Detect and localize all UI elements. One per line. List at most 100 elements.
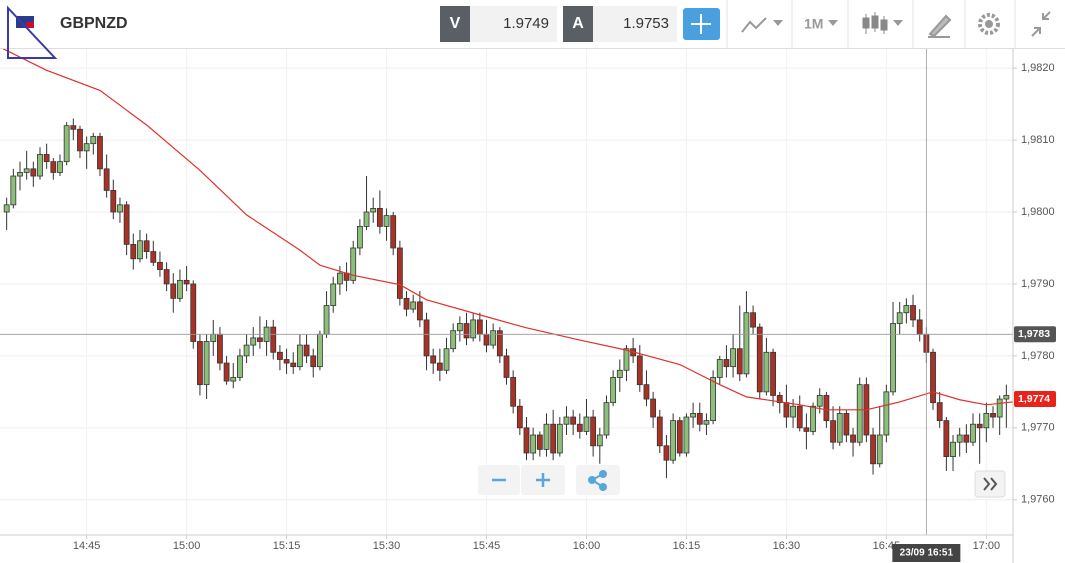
candle-body bbox=[17, 172, 23, 177]
candle-body bbox=[483, 333, 490, 346]
candle-body bbox=[257, 337, 263, 342]
candle-body bbox=[243, 344, 250, 357]
zoom-in-icon bbox=[536, 473, 550, 487]
candle-body bbox=[410, 301, 417, 310]
candle-body bbox=[723, 359, 730, 368]
candle-body bbox=[616, 369, 623, 378]
crosshair-x-badge bbox=[892, 544, 961, 562]
candle-body bbox=[570, 416, 577, 425]
candle-body bbox=[283, 359, 290, 364]
candle-body bbox=[110, 190, 117, 213]
candle-body bbox=[470, 319, 477, 339]
candle-body bbox=[836, 413, 843, 443]
candle-body bbox=[463, 323, 470, 339]
candle-body bbox=[543, 423, 550, 450]
candle-body bbox=[3, 204, 10, 213]
flag-icon bbox=[26, 22, 34, 28]
candle-body bbox=[297, 344, 303, 368]
candle-body bbox=[210, 333, 217, 342]
candle-body bbox=[90, 136, 97, 145]
timeframe[interactable]: 1M bbox=[804, 16, 823, 32]
candle-body bbox=[450, 330, 457, 350]
candle-body bbox=[456, 323, 463, 332]
candle-body bbox=[1003, 395, 1010, 400]
candle-body bbox=[770, 351, 776, 396]
candle-body bbox=[376, 208, 383, 227]
bid-badge[interactable] bbox=[440, 6, 470, 42]
candle-body bbox=[423, 319, 430, 357]
candle-body bbox=[330, 283, 337, 306]
candle-body bbox=[523, 427, 530, 454]
candle-body bbox=[943, 420, 950, 457]
candle-body bbox=[670, 420, 677, 461]
candle-body bbox=[230, 377, 237, 382]
candle-body bbox=[10, 175, 17, 206]
candle-body bbox=[716, 359, 723, 378]
candle-body bbox=[123, 204, 130, 245]
candle-body bbox=[403, 297, 410, 310]
candle-body bbox=[883, 391, 890, 436]
y-tick-label: 1,9760 bbox=[1021, 494, 1055, 506]
candle-body bbox=[63, 125, 70, 163]
share-button[interactable] bbox=[576, 465, 620, 495]
candle-body bbox=[536, 434, 543, 450]
candle-body bbox=[710, 377, 716, 422]
candle-body bbox=[323, 305, 330, 335]
candle-body bbox=[516, 405, 523, 429]
candle-body bbox=[683, 416, 690, 454]
candle-body bbox=[83, 143, 90, 152]
candle-body bbox=[903, 305, 910, 314]
candle-body bbox=[930, 351, 936, 404]
candle-body bbox=[237, 355, 243, 378]
candle-body bbox=[130, 243, 137, 260]
y-tick-label: 1,9780 bbox=[1021, 350, 1055, 362]
candle-body bbox=[363, 211, 370, 227]
candle-body bbox=[390, 215, 397, 249]
candle-body bbox=[97, 136, 103, 170]
draw-annotation bbox=[7, 5, 58, 59]
candle-body bbox=[756, 326, 763, 393]
scroll-right-icon bbox=[983, 477, 998, 491]
candle-body bbox=[316, 333, 323, 368]
candle-body bbox=[550, 423, 557, 454]
candle-body bbox=[810, 405, 816, 432]
symbol: GBPNZD bbox=[60, 15, 128, 32]
candle-body bbox=[356, 225, 363, 249]
candle-body bbox=[596, 434, 603, 447]
x-tick-label: 17:00 bbox=[973, 540, 1001, 552]
candle-body bbox=[250, 337, 257, 346]
chart-type-icon[interactable] bbox=[741, 17, 767, 33]
candle-body bbox=[77, 128, 83, 152]
price-marker bbox=[1014, 326, 1056, 343]
draw-tool-icon[interactable] bbox=[928, 14, 952, 38]
candle-body bbox=[763, 351, 770, 393]
candle-body bbox=[636, 355, 643, 386]
candle-body bbox=[30, 168, 37, 177]
x-tick-label: 15:00 bbox=[173, 540, 201, 552]
bid-field bbox=[470, 6, 557, 42]
settings-icon[interactable] bbox=[978, 13, 1000, 35]
candle-body bbox=[57, 161, 63, 173]
ask-badge[interactable] bbox=[563, 6, 593, 42]
x-tick-label: 14:45 bbox=[73, 540, 101, 552]
candle-body bbox=[576, 423, 583, 432]
candle-body bbox=[823, 395, 830, 422]
settings-icon bbox=[985, 20, 993, 28]
candle-body bbox=[37, 154, 43, 177]
candle-icon[interactable] bbox=[862, 12, 888, 34]
crosshair-icon bbox=[691, 14, 711, 34]
candle-body bbox=[656, 416, 663, 447]
candle-body bbox=[743, 312, 750, 375]
candle-body bbox=[163, 269, 170, 285]
candle-body bbox=[976, 423, 983, 429]
candle-body bbox=[956, 434, 963, 443]
candle-body bbox=[103, 168, 110, 191]
candle-body bbox=[783, 402, 790, 418]
candle-body bbox=[776, 395, 783, 404]
candle-body bbox=[137, 240, 143, 260]
collapse-icon[interactable] bbox=[1031, 11, 1051, 37]
candle-body bbox=[217, 333, 223, 364]
candle-body bbox=[816, 395, 823, 407]
ask-price: 1.9753 bbox=[623, 15, 669, 32]
candle-body bbox=[177, 279, 183, 299]
